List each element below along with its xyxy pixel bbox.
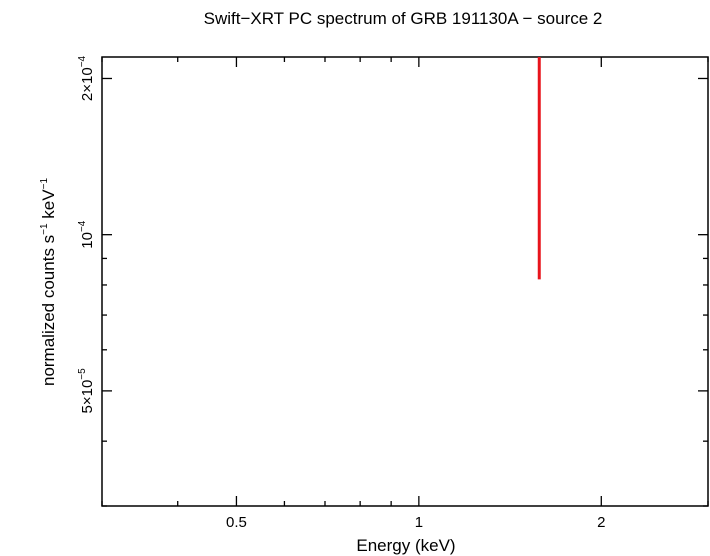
y-tick-exponent: −4 xyxy=(77,220,88,232)
y-tick-mantissa: 5×10 xyxy=(79,380,96,414)
y-axis-ticks: 5×10−510−42×10−4 xyxy=(77,55,708,507)
y-tick-label: 2×10−4 xyxy=(77,55,96,101)
y-tick-label: 10−4 xyxy=(77,220,96,249)
x-tick-label: 1 xyxy=(415,514,423,531)
y-axis-label-unit: keV xyxy=(39,189,58,224)
x-axis-label: Energy (keV) xyxy=(356,536,455,555)
y-axis-label: normalized counts s−1 keV−1 xyxy=(39,178,58,386)
x-tick-label: 2 xyxy=(597,514,605,531)
y-axis-label-main: normalized counts s xyxy=(39,235,58,386)
y-tick-exponent: −4 xyxy=(77,55,88,67)
chart-title: Swift−XRT PC spectrum of GRB 191130A − s… xyxy=(204,9,603,28)
y-tick-mantissa: 10 xyxy=(79,232,96,249)
y-tick-label: 5×10−5 xyxy=(77,368,96,414)
y-axis-label-exponent-2: −1 xyxy=(39,178,50,190)
y-tick-exponent: −5 xyxy=(77,368,88,380)
y-axis-label-exponent-1: −1 xyxy=(39,223,50,235)
plot-frame xyxy=(101,56,709,507)
x-axis-ticks: 0.5 1 2 xyxy=(101,57,709,531)
y-tick-mantissa: 2×10 xyxy=(79,67,96,101)
x-tick-label: 0.5 xyxy=(226,514,247,531)
